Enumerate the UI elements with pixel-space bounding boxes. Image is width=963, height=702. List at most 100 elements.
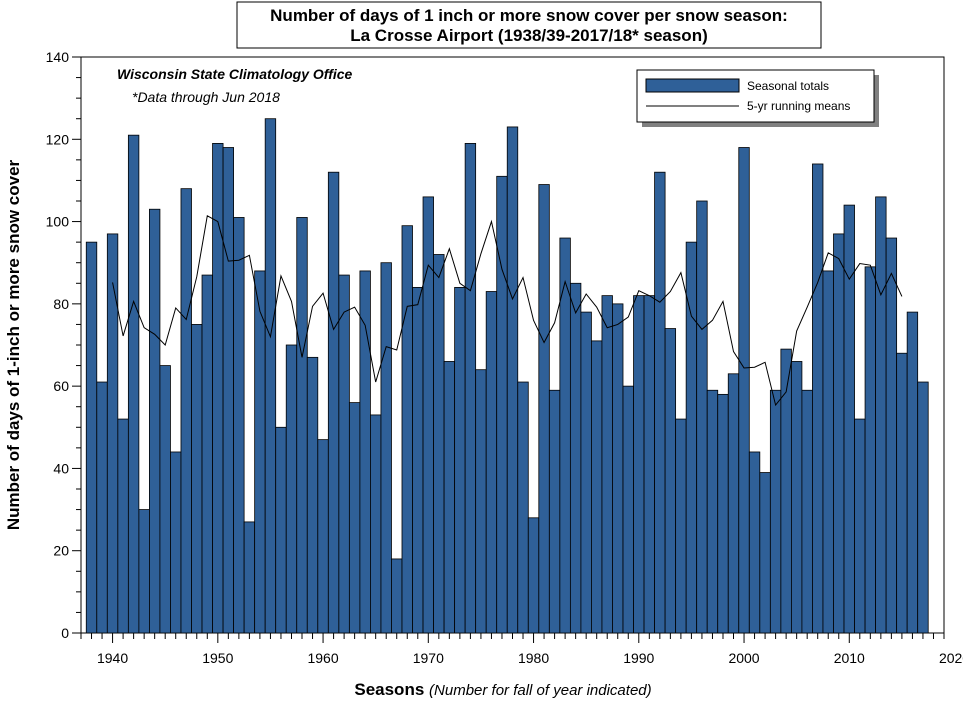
bar-1993 bbox=[664, 328, 677, 634]
bar-1990 bbox=[633, 295, 645, 634]
bar-1981 bbox=[538, 184, 550, 634]
title-box bbox=[236, 1, 822, 49]
bar-1971 bbox=[433, 254, 445, 634]
bar-1976 bbox=[485, 291, 498, 634]
bar-1952 bbox=[233, 217, 245, 634]
bar-1980 bbox=[527, 517, 540, 634]
legend-bar-swatch bbox=[645, 78, 740, 93]
bar-1954 bbox=[254, 270, 266, 634]
bar-1970 bbox=[422, 196, 434, 634]
bar-1972 bbox=[443, 361, 456, 634]
bar-1988 bbox=[612, 303, 624, 634]
bar-1978 bbox=[506, 126, 519, 634]
bar-1955 bbox=[264, 118, 277, 634]
bar-1948 bbox=[191, 324, 203, 634]
bar-2005 bbox=[791, 361, 803, 634]
source-annotation: Wisconsin State Climatology Office bbox=[117, 66, 353, 82]
legend-line-label: 5-yr running means bbox=[747, 99, 850, 113]
bar-1994 bbox=[675, 418, 687, 634]
x-axis-title: Seasons (Number for fall of year indicat… bbox=[354, 680, 651, 699]
bar-1979 bbox=[517, 381, 529, 634]
bar-1984 bbox=[569, 282, 582, 634]
bar-2002 bbox=[759, 472, 771, 634]
bar-1991 bbox=[643, 295, 655, 634]
y-tick-label: 120 bbox=[46, 131, 70, 147]
x-tick-label: 2020 bbox=[939, 650, 963, 666]
bar-1943 bbox=[138, 509, 150, 634]
bar-2009 bbox=[833, 233, 845, 634]
x-axis-label: Seasons bbox=[354, 680, 424, 699]
bar-1940 bbox=[106, 233, 119, 634]
x-axis: 1940 1950 1960 1970 1980 1990 2000 2010 2020 bbox=[80, 633, 963, 666]
bar-2010 bbox=[843, 204, 855, 634]
bar-2011 bbox=[854, 418, 866, 634]
bar-1996 bbox=[696, 200, 708, 634]
x-tick-label: 1980 bbox=[518, 650, 549, 666]
y-tick-label: 20 bbox=[53, 543, 69, 559]
legend-box bbox=[636, 69, 875, 123]
x-tick-label: 2010 bbox=[834, 650, 865, 666]
bar-1987 bbox=[601, 295, 613, 634]
bar-2006 bbox=[801, 389, 813, 634]
bar-1967 bbox=[391, 558, 403, 634]
bar-1977 bbox=[496, 175, 508, 634]
bar-1944 bbox=[149, 208, 161, 634]
bar-2017 bbox=[917, 381, 929, 634]
bar-1960 bbox=[317, 439, 329, 634]
chart-title-line2: La Crosse Airport (1938/39-2017/18* seas… bbox=[350, 26, 708, 45]
x-tick-label: 1960 bbox=[307, 650, 338, 666]
bar-2012 bbox=[864, 266, 876, 634]
x-axis-note: (Number for fall of year indicated) bbox=[429, 682, 652, 699]
bar-1951 bbox=[222, 147, 235, 634]
y-axis-title: Number of days of 1-inch or more snow co… bbox=[4, 159, 23, 530]
bar-1949 bbox=[201, 274, 213, 634]
legend-bar-label: Seasonal totals bbox=[747, 79, 829, 93]
bar-2007 bbox=[812, 163, 824, 634]
y-tick-label: 80 bbox=[53, 296, 69, 312]
y-tick-label: 0 bbox=[61, 625, 69, 641]
bar-2000 bbox=[738, 147, 750, 634]
y-tick-label: 40 bbox=[53, 460, 69, 476]
y-tick-label: 140 bbox=[46, 49, 70, 65]
y-axis: 0 20 40 60 80 100 120 140 bbox=[46, 49, 81, 641]
bar-1941 bbox=[117, 418, 129, 634]
bar-1992 bbox=[654, 171, 666, 634]
bar-2003 bbox=[769, 389, 782, 634]
bar-2001 bbox=[748, 451, 761, 634]
chart-title-line1: Number of days of 1 inch or more snow co… bbox=[270, 6, 788, 25]
legend: Seasonal totals 5-yr running means bbox=[636, 69, 879, 127]
bar-1973 bbox=[454, 286, 466, 634]
bar-1953 bbox=[243, 521, 256, 634]
bar-1963 bbox=[348, 402, 361, 634]
bar-1961 bbox=[327, 171, 340, 634]
bar-1974 bbox=[464, 142, 477, 634]
bar-1938 bbox=[85, 241, 98, 634]
bar-1966 bbox=[380, 262, 392, 634]
bar-1958 bbox=[296, 217, 308, 634]
bar-1947 bbox=[180, 188, 192, 634]
bar-2013 bbox=[875, 196, 887, 634]
x-tick-label: 1950 bbox=[202, 650, 233, 666]
x-tick-label: 2000 bbox=[728, 650, 759, 666]
bar-1975 bbox=[475, 369, 487, 634]
bar-2015 bbox=[896, 352, 908, 634]
bar-1956 bbox=[275, 426, 287, 634]
bar-2016 bbox=[906, 311, 919, 634]
x-tick-label: 1970 bbox=[413, 650, 444, 666]
data-note-annotation: *Data through Jun 2018 bbox=[132, 89, 280, 105]
running-mean-line bbox=[112, 215, 903, 407]
bar-1962 bbox=[338, 274, 350, 634]
bar-1982 bbox=[548, 389, 561, 634]
bar-1997 bbox=[706, 389, 719, 634]
bar-1965 bbox=[370, 414, 382, 634]
bar-2014 bbox=[885, 237, 898, 634]
bar-1945 bbox=[159, 365, 171, 634]
bar-1969 bbox=[412, 286, 424, 634]
bar-1968 bbox=[401, 225, 413, 634]
bar-1942 bbox=[127, 134, 140, 634]
bar-1957 bbox=[285, 344, 298, 634]
y-tick-label: 100 bbox=[46, 214, 70, 230]
bar-1959 bbox=[306, 356, 319, 634]
bar-1985 bbox=[580, 311, 592, 634]
